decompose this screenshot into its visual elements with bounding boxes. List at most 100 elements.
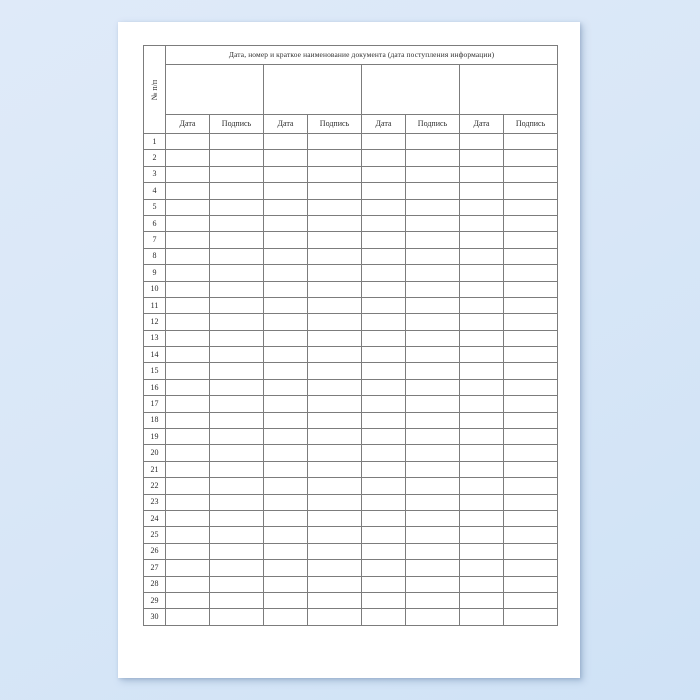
- date-cell[interactable]: [263, 395, 308, 413]
- date-cell[interactable]: [263, 542, 308, 561]
- date-cell[interactable]: [263, 296, 308, 315]
- signature-cell[interactable]: [405, 608, 460, 626]
- date-cell[interactable]: [361, 165, 406, 184]
- date-cell[interactable]: [459, 395, 504, 413]
- signature-cell[interactable]: [209, 559, 264, 577]
- signature-cell[interactable]: [502, 149, 559, 167]
- date-cell[interactable]: [361, 362, 406, 380]
- date-cell[interactable]: [165, 428, 210, 446]
- date-cell[interactable]: [165, 493, 210, 511]
- date-cell[interactable]: [165, 247, 210, 266]
- signature-cell[interactable]: [307, 411, 362, 430]
- signature-cell[interactable]: [209, 247, 264, 266]
- date-cell[interactable]: [459, 132, 504, 151]
- date-cell[interactable]: [263, 378, 308, 397]
- signature-cell[interactable]: [405, 428, 460, 446]
- date-cell[interactable]: [361, 313, 406, 331]
- signature-cell[interactable]: [307, 132, 362, 151]
- signature-cell[interactable]: [209, 165, 264, 184]
- signature-cell[interactable]: [502, 575, 559, 593]
- signature-cell[interactable]: [209, 198, 264, 216]
- date-cell[interactable]: [165, 231, 210, 249]
- signature-cell[interactable]: [405, 198, 460, 216]
- date-cell[interactable]: [263, 264, 308, 282]
- date-cell[interactable]: [459, 247, 504, 266]
- date-cell[interactable]: [361, 214, 406, 233]
- date-cell[interactable]: [361, 411, 406, 430]
- signature-cell[interactable]: [209, 575, 264, 593]
- date-cell[interactable]: [165, 575, 210, 593]
- header-blank-cell-3[interactable]: [361, 64, 460, 115]
- date-cell[interactable]: [361, 182, 406, 200]
- signature-cell[interactable]: [405, 149, 460, 167]
- date-cell[interactable]: [263, 493, 308, 511]
- date-cell[interactable]: [165, 477, 210, 495]
- date-cell[interactable]: [361, 444, 406, 462]
- date-cell[interactable]: [361, 132, 406, 151]
- signature-cell[interactable]: [502, 509, 559, 528]
- signature-cell[interactable]: [307, 313, 362, 331]
- signature-cell[interactable]: [307, 231, 362, 249]
- signature-cell[interactable]: [307, 509, 362, 528]
- date-cell[interactable]: [361, 247, 406, 266]
- signature-cell[interactable]: [502, 493, 559, 511]
- date-cell[interactable]: [165, 526, 210, 544]
- date-cell[interactable]: [459, 591, 504, 610]
- date-cell[interactable]: [459, 411, 504, 430]
- date-cell[interactable]: [165, 542, 210, 561]
- date-cell[interactable]: [263, 591, 308, 610]
- signature-cell[interactable]: [405, 247, 460, 266]
- date-cell[interactable]: [165, 378, 210, 397]
- date-cell[interactable]: [361, 477, 406, 495]
- signature-cell[interactable]: [209, 346, 264, 364]
- signature-cell[interactable]: [405, 575, 460, 593]
- signature-cell[interactable]: [209, 444, 264, 462]
- date-cell[interactable]: [263, 182, 308, 200]
- date-cell[interactable]: [263, 559, 308, 577]
- signature-cell[interactable]: [502, 460, 559, 479]
- signature-cell[interactable]: [405, 411, 460, 430]
- date-cell[interactable]: [263, 362, 308, 380]
- date-cell[interactable]: [361, 378, 406, 397]
- signature-cell[interactable]: [307, 493, 362, 511]
- date-cell[interactable]: [459, 296, 504, 315]
- signature-cell[interactable]: [307, 575, 362, 593]
- signature-cell[interactable]: [307, 591, 362, 610]
- date-cell[interactable]: [459, 378, 504, 397]
- header-blank-cell-4[interactable]: [458, 64, 559, 115]
- date-cell[interactable]: [165, 411, 210, 430]
- signature-cell[interactable]: [307, 247, 362, 266]
- date-cell[interactable]: [459, 477, 504, 495]
- signature-cell[interactable]: [307, 428, 362, 446]
- date-cell[interactable]: [361, 198, 406, 216]
- signature-cell[interactable]: [405, 329, 460, 348]
- date-cell[interactable]: [263, 428, 308, 446]
- signature-cell[interactable]: [209, 477, 264, 495]
- signature-cell[interactable]: [405, 493, 460, 511]
- signature-cell[interactable]: [502, 591, 559, 610]
- signature-cell[interactable]: [502, 214, 559, 233]
- date-cell[interactable]: [459, 329, 504, 348]
- date-cell[interactable]: [361, 395, 406, 413]
- date-cell[interactable]: [459, 608, 504, 626]
- signature-cell[interactable]: [307, 395, 362, 413]
- date-cell[interactable]: [263, 411, 308, 430]
- signature-cell[interactable]: [502, 411, 559, 430]
- signature-cell[interactable]: [405, 231, 460, 249]
- date-cell[interactable]: [459, 362, 504, 380]
- date-cell[interactable]: [263, 165, 308, 184]
- signature-cell[interactable]: [405, 362, 460, 380]
- date-cell[interactable]: [165, 591, 210, 610]
- signature-cell[interactable]: [405, 526, 460, 544]
- signature-cell[interactable]: [502, 608, 559, 626]
- date-cell[interactable]: [165, 296, 210, 315]
- date-cell[interactable]: [361, 264, 406, 282]
- signature-cell[interactable]: [209, 231, 264, 249]
- signature-cell[interactable]: [405, 214, 460, 233]
- date-cell[interactable]: [361, 559, 406, 577]
- date-cell[interactable]: [361, 280, 406, 298]
- date-cell[interactable]: [165, 559, 210, 577]
- signature-cell[interactable]: [209, 526, 264, 544]
- date-cell[interactable]: [165, 329, 210, 348]
- date-cell[interactable]: [459, 428, 504, 446]
